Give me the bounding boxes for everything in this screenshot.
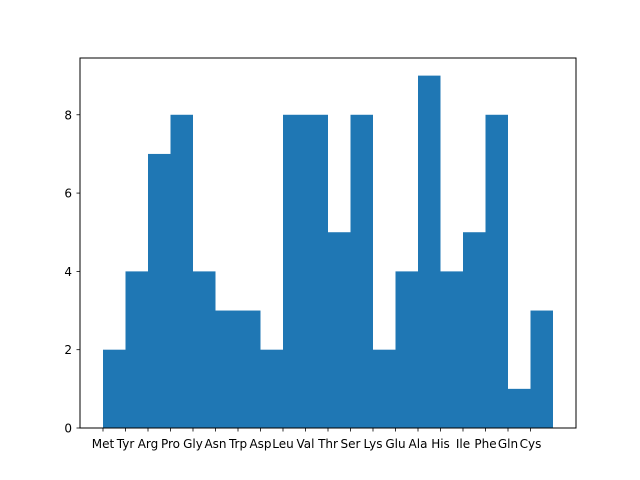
bar-asp bbox=[260, 349, 283, 428]
bar-cys bbox=[530, 310, 553, 428]
bar-gln bbox=[508, 388, 531, 428]
y-tick-label-0: 0 bbox=[64, 422, 72, 436]
bar-arg bbox=[148, 153, 171, 428]
x-tick-label-thr: Thr bbox=[317, 437, 338, 451]
x-tick-label-cys: Cys bbox=[520, 437, 542, 451]
x-tick-label-ser: Ser bbox=[341, 437, 361, 451]
x-tick-label-tyr: Tyr bbox=[116, 437, 135, 451]
x-tick-label-gly: Gly bbox=[183, 437, 203, 451]
x-tick-label-val: Val bbox=[297, 437, 315, 451]
bar-lys bbox=[373, 349, 396, 428]
x-tick-label-gln: Gln bbox=[498, 437, 518, 451]
x-tick-label-asp: Asp bbox=[249, 437, 271, 451]
x-tick-label-his: His bbox=[431, 437, 450, 451]
bar-val bbox=[305, 114, 328, 429]
bar-tyr bbox=[125, 271, 148, 428]
x-tick-label-phe: Phe bbox=[474, 437, 496, 451]
x-tick-label-lys: Lys bbox=[364, 437, 383, 451]
bar-ile bbox=[463, 232, 486, 428]
bar-pro bbox=[170, 114, 193, 429]
x-axis: Met Tyr Arg Pro Gly Asn Trp Asp Leu Val Thr Ser Lys G… bbox=[92, 428, 542, 451]
bar-met bbox=[103, 349, 126, 428]
bar-his bbox=[440, 271, 463, 428]
y-tick-label-8: 8 bbox=[64, 108, 72, 122]
y-tick-label-2: 2 bbox=[64, 343, 72, 357]
plot-frame bbox=[79, 57, 577, 429]
bar-glu bbox=[395, 271, 418, 428]
bar-group bbox=[103, 75, 553, 429]
x-tick-label-ala: Ala bbox=[409, 437, 428, 451]
x-tick-label-trp: Trp bbox=[228, 437, 247, 451]
y-axis: 0 2 4 6 8 bbox=[64, 108, 80, 436]
x-tick-label-arg: Arg bbox=[138, 437, 159, 451]
y-tick-label-4: 4 bbox=[64, 265, 72, 279]
x-tick-label-asn: Asn bbox=[204, 437, 226, 451]
bar-phe bbox=[485, 114, 508, 429]
x-tick-label-ile: Ile bbox=[456, 437, 470, 451]
y-tick-label-6: 6 bbox=[64, 187, 72, 201]
bar-gly bbox=[193, 271, 216, 428]
x-tick-label-pro: Pro bbox=[161, 437, 180, 451]
bar-asn bbox=[215, 310, 238, 428]
x-tick-label-leu: Leu bbox=[272, 437, 293, 451]
bar-leu bbox=[283, 114, 306, 429]
bar-ser bbox=[350, 114, 373, 429]
bar-trp bbox=[238, 310, 261, 428]
x-tick-label-met: Met bbox=[92, 437, 115, 451]
x-tick-label-glu: Glu bbox=[385, 437, 405, 451]
bar-thr bbox=[328, 232, 351, 428]
bar-ala bbox=[418, 75, 441, 429]
